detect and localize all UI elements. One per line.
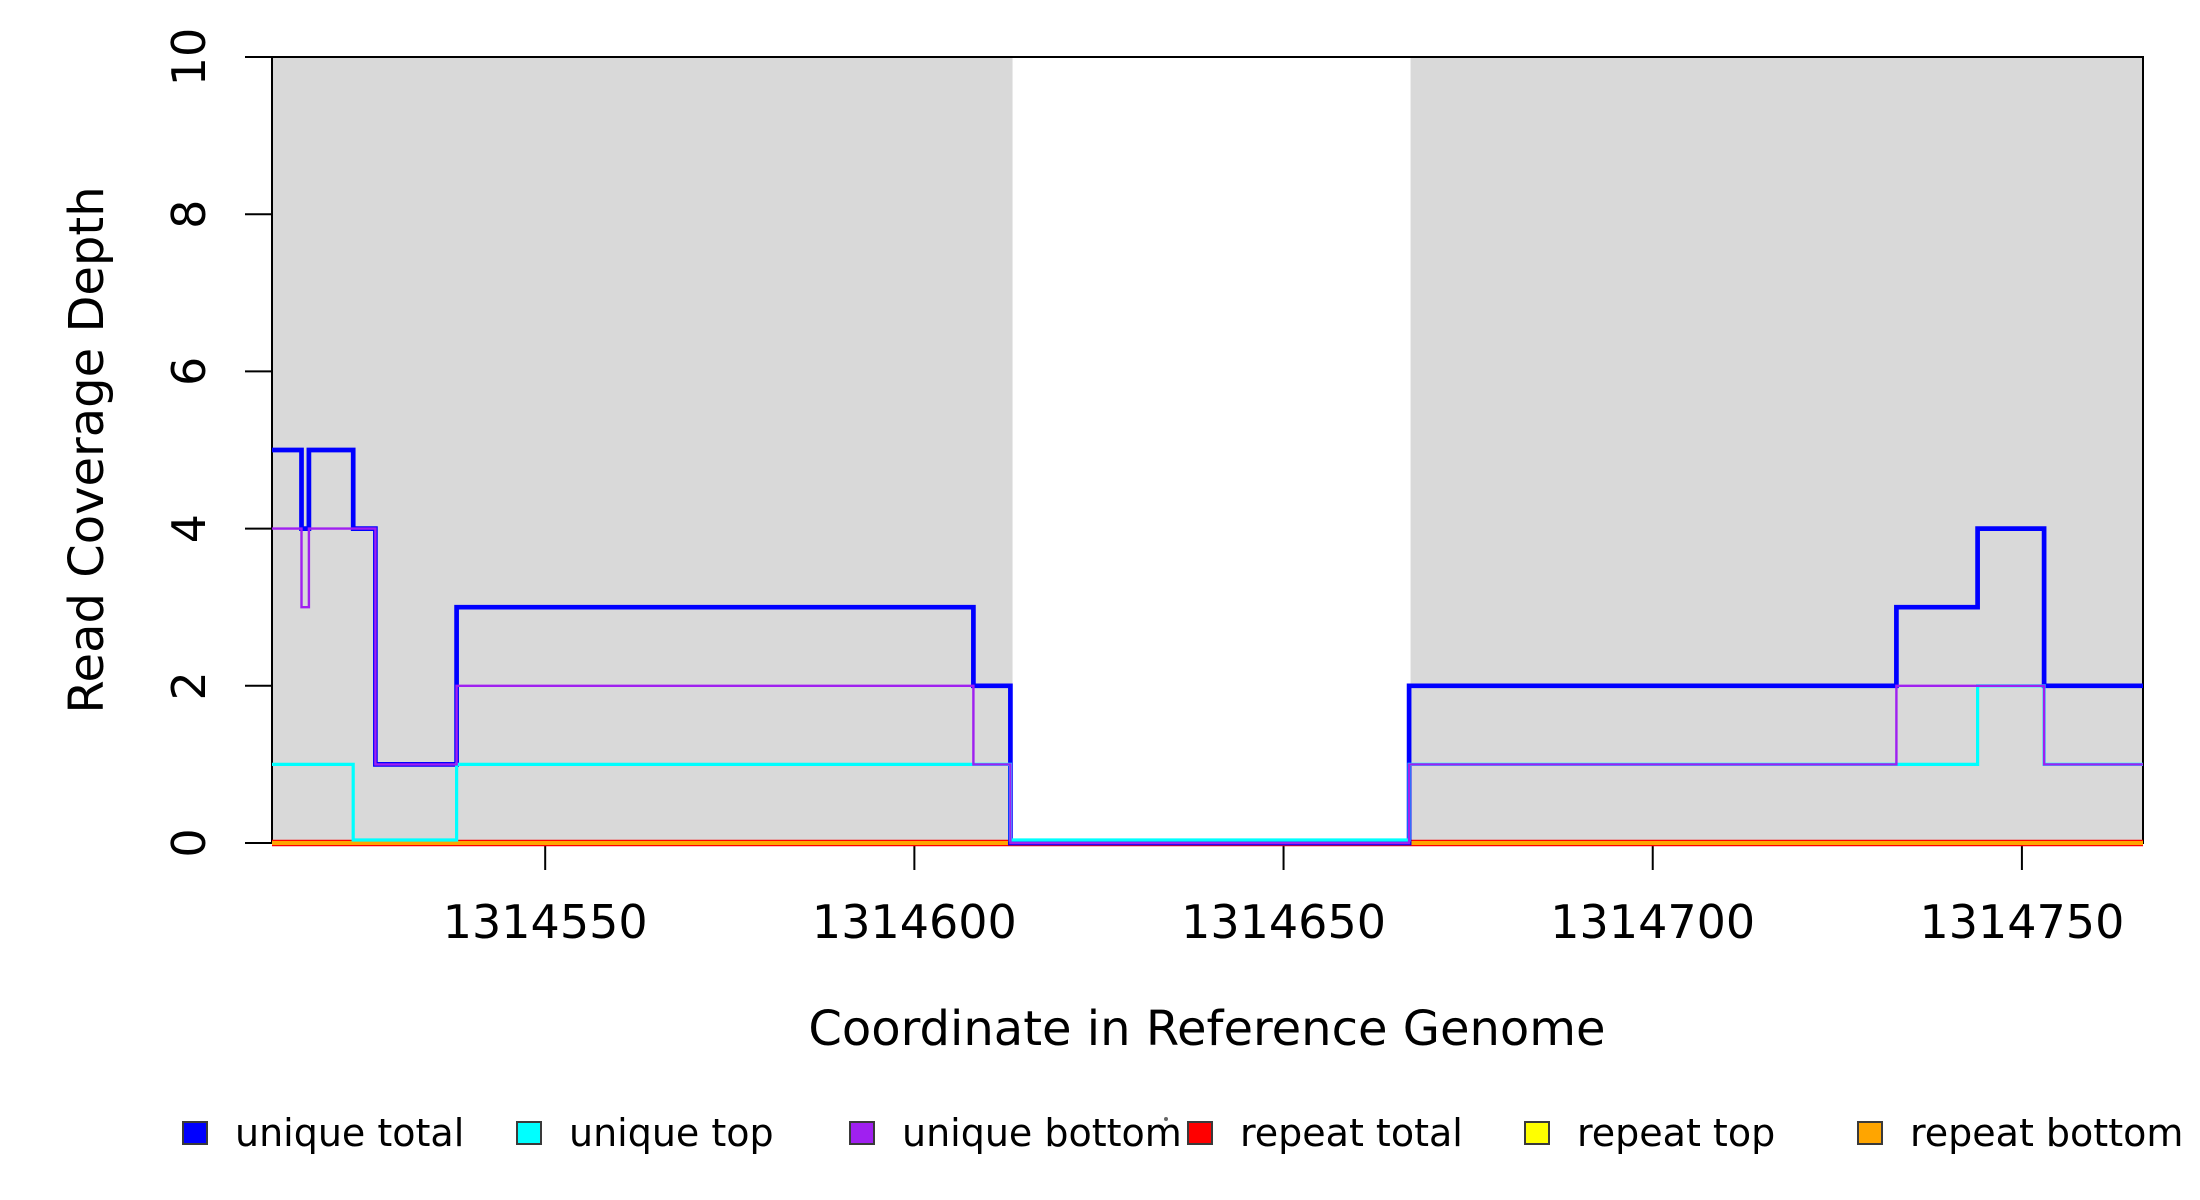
x-tick-label: 1314750	[1919, 895, 2124, 949]
series-lines-layer	[272, 447, 2143, 847]
legend-label: unique top	[569, 1111, 774, 1155]
x-axis-title: Coordinate in Reference Genome	[808, 1001, 1606, 1057]
legend-entry-repeat-total: repeat total	[1187, 1111, 1463, 1155]
series-unique-bottom	[272, 527, 2143, 845]
y-tick-label: 4	[162, 514, 216, 543]
y-tick-label: 6	[162, 357, 216, 386]
x-tick-label: 1314600	[812, 895, 1017, 949]
legend-entry-unique-top: unique top	[516, 1111, 774, 1155]
series-unique-total	[272, 447, 2143, 846]
legend-swatch-repeat-top	[1524, 1121, 1550, 1145]
legend-swatch-repeat-bottom	[1857, 1121, 1883, 1145]
y-axis-title: Read Coverage Depth	[59, 186, 115, 714]
legend-entry-repeat-bottom: repeat bottom	[1857, 1111, 2184, 1155]
axis-ticks-layer	[245, 56, 2023, 870]
axis-tick-labels-layer: 1314550 1314600 1314650 1314700 1314750 0 2 4 6 8…	[162, 28, 2124, 949]
y-tick-label: 0	[162, 828, 216, 857]
shaded-region	[1410, 57, 2143, 843]
shaded-regions-layer	[272, 57, 2143, 843]
legend-swatch-unique-total	[182, 1121, 208, 1145]
x-tick-label: 1314550	[443, 895, 648, 949]
legend-label: unique bottom	[902, 1111, 1182, 1155]
legend-entry-unique-total: unique total	[182, 1111, 465, 1155]
legend-entry-unique-bottom: unique bottom	[849, 1111, 1182, 1155]
y-tick-label: 2	[162, 671, 216, 700]
legend-swatch-repeat-total	[1187, 1121, 1213, 1145]
legend-label: unique total	[235, 1111, 465, 1155]
shaded-region	[272, 57, 1013, 843]
stray-dot	[1164, 1117, 1168, 1121]
y-tick-label: 8	[162, 200, 216, 229]
y-tick-label: 10	[162, 28, 216, 87]
legend-swatch-unique-top	[516, 1121, 542, 1145]
legend-label: repeat top	[1577, 1111, 1776, 1155]
legend-label: repeat total	[1240, 1111, 1463, 1155]
legend-label: repeat bottom	[1910, 1111, 2184, 1155]
legend-entry-repeat-top: repeat top	[1524, 1111, 1776, 1155]
x-tick-label: 1314650	[1181, 895, 1386, 949]
x-tick-label: 1314700	[1550, 895, 1755, 949]
legend-swatch-unique-bottom	[849, 1121, 875, 1145]
